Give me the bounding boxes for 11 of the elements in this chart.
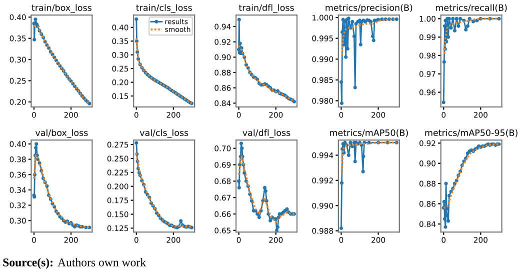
chart-title: val/cls_loss [140,129,188,138]
chart-title: val/dfl_loss [242,129,290,138]
chart-title: train/box_loss [32,4,92,13]
chart-title: train/cls_loss [136,4,192,13]
chart-title: metrics/mAP50-95(B) [425,129,518,138]
chart-title: metrics/precision(B) [326,4,412,13]
chart-title: metrics/recall(B) [436,4,507,12]
chart-title: val/box_loss [35,129,88,138]
chart-title: train/dfl_loss [238,4,294,13]
chart-title: metrics/mAP50(B) [330,129,408,138]
source-note: Source(s): Authors own work [3,258,146,269]
